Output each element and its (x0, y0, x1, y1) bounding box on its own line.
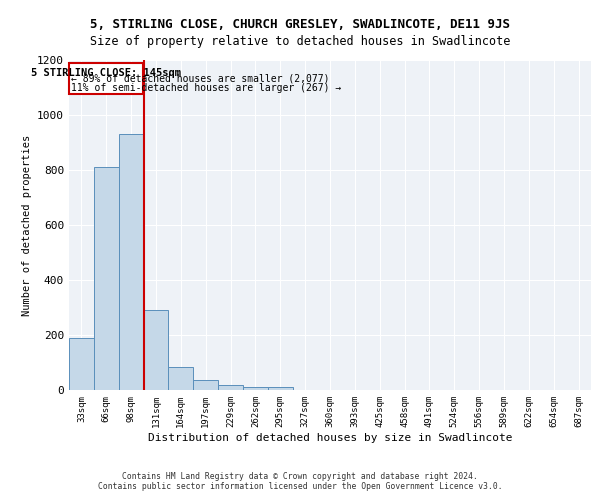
Bar (169, 366, 193, 390)
Text: 5, STIRLING CLOSE, CHURCH GRESLEY, SWADLINCOTE, DE11 9JS: 5, STIRLING CLOSE, CHURCH GRESLEY, SWADL… (90, 18, 510, 30)
Text: ← 89% of detached houses are smaller (2,077): ← 89% of detached houses are smaller (2,… (71, 74, 330, 84)
Bar (218, 384, 243, 390)
Bar (69, 338, 94, 390)
Bar (143, 310, 169, 390)
Bar (94, 167, 119, 390)
Text: Size of property relative to detached houses in Swadlincote: Size of property relative to detached ho… (90, 35, 510, 48)
Bar (119, 134, 143, 390)
Y-axis label: Number of detached properties: Number of detached properties (22, 134, 32, 316)
Bar (243, 387, 268, 390)
Text: 11% of semi-detached houses are larger (267) →: 11% of semi-detached houses are larger (… (71, 83, 342, 93)
Bar (268, 387, 293, 390)
Text: 5 STIRLING CLOSE: 145sqm: 5 STIRLING CLOSE: 145sqm (31, 68, 181, 78)
Text: Contains HM Land Registry data © Crown copyright and database right 2024.: Contains HM Land Registry data © Crown c… (122, 472, 478, 481)
Text: Contains public sector information licensed under the Open Government Licence v3: Contains public sector information licen… (98, 482, 502, 491)
FancyBboxPatch shape (70, 62, 143, 94)
Bar (193, 380, 218, 390)
X-axis label: Distribution of detached houses by size in Swadlincote: Distribution of detached houses by size … (148, 432, 512, 442)
